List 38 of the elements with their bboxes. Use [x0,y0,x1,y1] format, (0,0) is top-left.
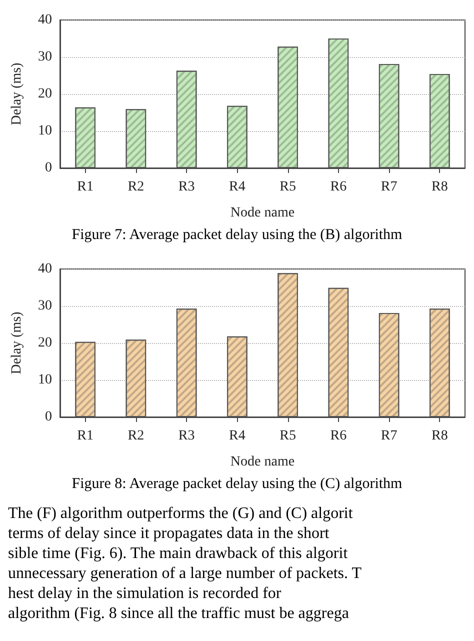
x-tick-label: R2 [128,428,144,444]
y-tick-label: 30 [38,50,52,64]
x-tick-label: R7 [380,180,398,194]
y-tick-label: 0 [45,410,52,424]
y-tick-label: 20 [38,86,52,102]
text: unnecessary generation of a large number of packets. T [7,564,362,584]
y-tick-label: 20 [38,336,52,350]
y-axis-title: Delay (ms) [10,311,24,374]
x-tick-label: R1 [77,180,94,194]
y-tick-label: 30 [38,298,52,314]
x-axis-title: Node name [230,454,295,470]
x-tick-label: R2 [128,180,144,194]
x-tick-label: R7 [380,428,398,444]
y-axis-title: Delay (ms) [10,62,24,126]
x-tick-label: R3 [178,180,195,194]
y-tick-label: 40 [38,262,52,276]
x-tick-label: R6 [330,180,347,194]
y-tick-label: 40 [38,12,52,28]
caption: Figure 7: Average packet delay using the (B) algorithm [70,226,404,245]
x-tick-label: R8 [432,180,448,194]
x-tick-label: R1 [77,428,94,444]
x-tick-label: R4 [229,180,246,194]
x-tick-label: R8 [432,428,448,444]
text: algorithm (Fig. 8 since all the traffic must be aggrega [7,604,350,624]
text: hest delay in the simulation is recorded for [7,584,282,604]
text: The (F) algorithm outperforms the (G) and (C) algorit [7,504,354,524]
x-tick-label: R5 [280,180,296,194]
text: sible time (Fig. 6). The main drawback of this algorit [7,544,349,564]
y-tick-label: 10 [38,124,52,138]
y-tick-label: 0 [45,160,52,176]
text: terms of delay since it propagates data in the short [7,524,330,544]
x-tick-label: R5 [280,428,296,444]
x-axis-title: Node name [230,206,295,220]
x-tick-label: R6 [330,428,347,444]
x-tick-label: R3 [178,428,195,444]
y-tick-label: 10 [38,372,52,388]
caption: Figure 8: Average packet delay using the (C) algorithm [70,475,404,494]
x-tick-label: R4 [229,428,246,444]
